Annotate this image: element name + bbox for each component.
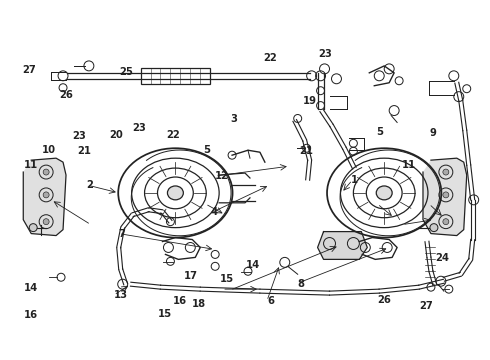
Text: 18: 18 — [192, 299, 205, 309]
Text: 17: 17 — [184, 271, 198, 282]
Text: 5: 5 — [203, 145, 211, 155]
Text: 15: 15 — [220, 274, 234, 284]
Text: 9: 9 — [429, 128, 436, 138]
Text: 10: 10 — [41, 145, 55, 155]
Circle shape — [443, 219, 449, 225]
Text: 1: 1 — [351, 175, 358, 185]
Text: 11: 11 — [24, 160, 38, 170]
Circle shape — [443, 169, 449, 175]
Text: 11: 11 — [402, 160, 416, 170]
Ellipse shape — [376, 186, 392, 200]
Text: 19: 19 — [302, 96, 317, 106]
Text: 23: 23 — [72, 131, 86, 141]
Text: 24: 24 — [435, 253, 449, 263]
Text: 23: 23 — [132, 123, 146, 133]
Circle shape — [443, 192, 449, 198]
Circle shape — [29, 224, 37, 231]
Text: 16: 16 — [24, 310, 37, 320]
Bar — [141, 68, 210, 84]
Circle shape — [43, 169, 49, 175]
Text: 4: 4 — [211, 207, 218, 217]
Text: 6: 6 — [267, 296, 274, 306]
Text: 27: 27 — [22, 65, 36, 75]
Text: 20: 20 — [110, 130, 123, 140]
Text: 21: 21 — [299, 146, 314, 156]
Polygon shape — [318, 231, 368, 260]
Polygon shape — [23, 158, 66, 235]
Text: 13: 13 — [114, 291, 127, 300]
Text: 27: 27 — [419, 301, 433, 311]
Text: 21: 21 — [77, 146, 91, 156]
Text: 26: 26 — [377, 295, 392, 305]
Circle shape — [430, 224, 438, 231]
Text: 22: 22 — [264, 53, 277, 63]
Text: 5: 5 — [376, 127, 384, 137]
Text: 8: 8 — [297, 279, 305, 289]
Text: 26: 26 — [59, 90, 73, 100]
Circle shape — [43, 192, 49, 198]
Ellipse shape — [168, 186, 183, 200]
Text: 23: 23 — [318, 49, 332, 59]
Text: 25: 25 — [119, 67, 133, 77]
Text: 3: 3 — [230, 114, 237, 124]
Text: 16: 16 — [173, 296, 187, 306]
Text: 7: 7 — [118, 229, 125, 239]
Text: 22: 22 — [166, 130, 180, 140]
Text: 15: 15 — [158, 309, 172, 319]
Text: 12: 12 — [215, 171, 229, 181]
Circle shape — [43, 219, 49, 225]
Text: 14: 14 — [24, 283, 38, 293]
Polygon shape — [423, 158, 467, 235]
Text: 14: 14 — [246, 260, 260, 270]
Text: 2: 2 — [87, 180, 94, 190]
